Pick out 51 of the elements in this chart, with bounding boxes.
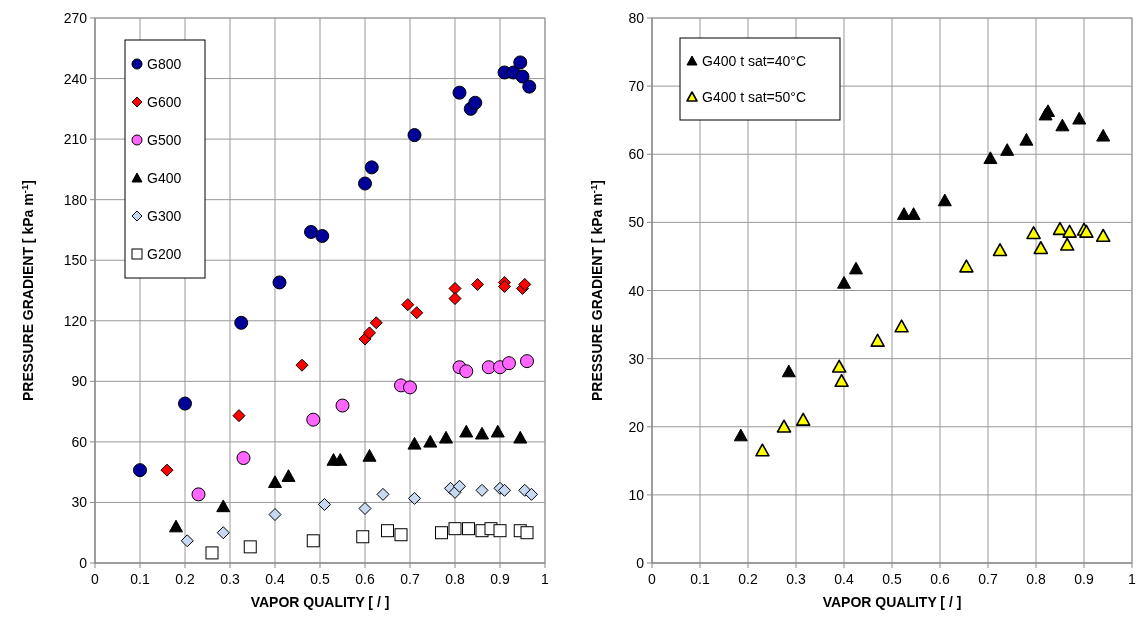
x-tick-label: 0.9 [1074, 571, 1094, 587]
legend-label: G400 t sat=40°C [702, 53, 807, 69]
x-tick-label: 0.8 [445, 571, 465, 587]
y-tick-label: 80 [628, 10, 645, 26]
x-tick-label: 0.9 [490, 571, 510, 587]
x-tick-label: 0.1 [690, 571, 710, 587]
x-tick-label: 0.2 [175, 571, 195, 587]
x-tick-label: 0.6 [930, 571, 950, 587]
y-tick-label: 20 [628, 418, 645, 435]
y-tick-label: 30 [71, 494, 88, 511]
x-tick-label: 0.4 [834, 571, 854, 587]
y-tick-label: 180 [63, 191, 88, 208]
x-tick-label: 1 [541, 571, 550, 587]
y-tick-label: 10 [628, 486, 645, 503]
legend-label: G200 [147, 246, 182, 262]
y-tick-label: 40 [628, 282, 645, 299]
y-tick-label: 90 [71, 373, 88, 390]
y-tick-label: 150 [63, 252, 88, 269]
legend-label: G800 [147, 56, 182, 72]
x-tick-label: 1 [1128, 571, 1137, 587]
y-tick-label: 0 [636, 555, 645, 571]
x-tick-label: 0.8 [1026, 571, 1046, 587]
y-tick-label: 210 [63, 131, 88, 148]
x-axis-title: VAPOR QUALITY [ / ] [250, 594, 390, 610]
x-tick-label: 0.7 [400, 571, 420, 587]
legend-label: G400 [147, 170, 182, 186]
y-tick-label: 0 [79, 555, 88, 571]
x-tick-label: 0.2 [738, 571, 758, 587]
x-tick-label: 0 [91, 571, 100, 587]
x-tick-label: 0 [648, 571, 657, 587]
x-tick-label: 0.7 [978, 571, 998, 587]
x-tick-label: 0.6 [355, 571, 375, 587]
x-tick-label: 0.5 [882, 571, 902, 587]
legend-label: G400 t sat=50°C [702, 89, 807, 105]
x-tick-label: 0.3 [786, 571, 806, 587]
legend-label: G600 [147, 94, 182, 110]
y-tick-label: 60 [71, 433, 88, 450]
y-tick-label: 120 [63, 312, 88, 329]
x-tick-label: 0.4 [265, 571, 285, 587]
y-tick-label: 60 [628, 146, 645, 163]
legend-label: G500 [147, 132, 182, 148]
y-tick-label: 50 [628, 214, 645, 231]
y-tick-label: 30 [628, 350, 645, 367]
y-tick-label: 70 [628, 78, 645, 95]
y-tick-label: 270 [63, 10, 88, 26]
x-axis-title: VAPOR QUALITY [ / ] [822, 594, 962, 610]
x-tick-label: 0.5 [310, 571, 330, 587]
legend-label: G300 [147, 208, 182, 224]
x-tick-label: 0.3 [220, 571, 240, 587]
y-tick-label: 240 [63, 70, 88, 87]
x-tick-label: 0.1 [130, 571, 150, 587]
